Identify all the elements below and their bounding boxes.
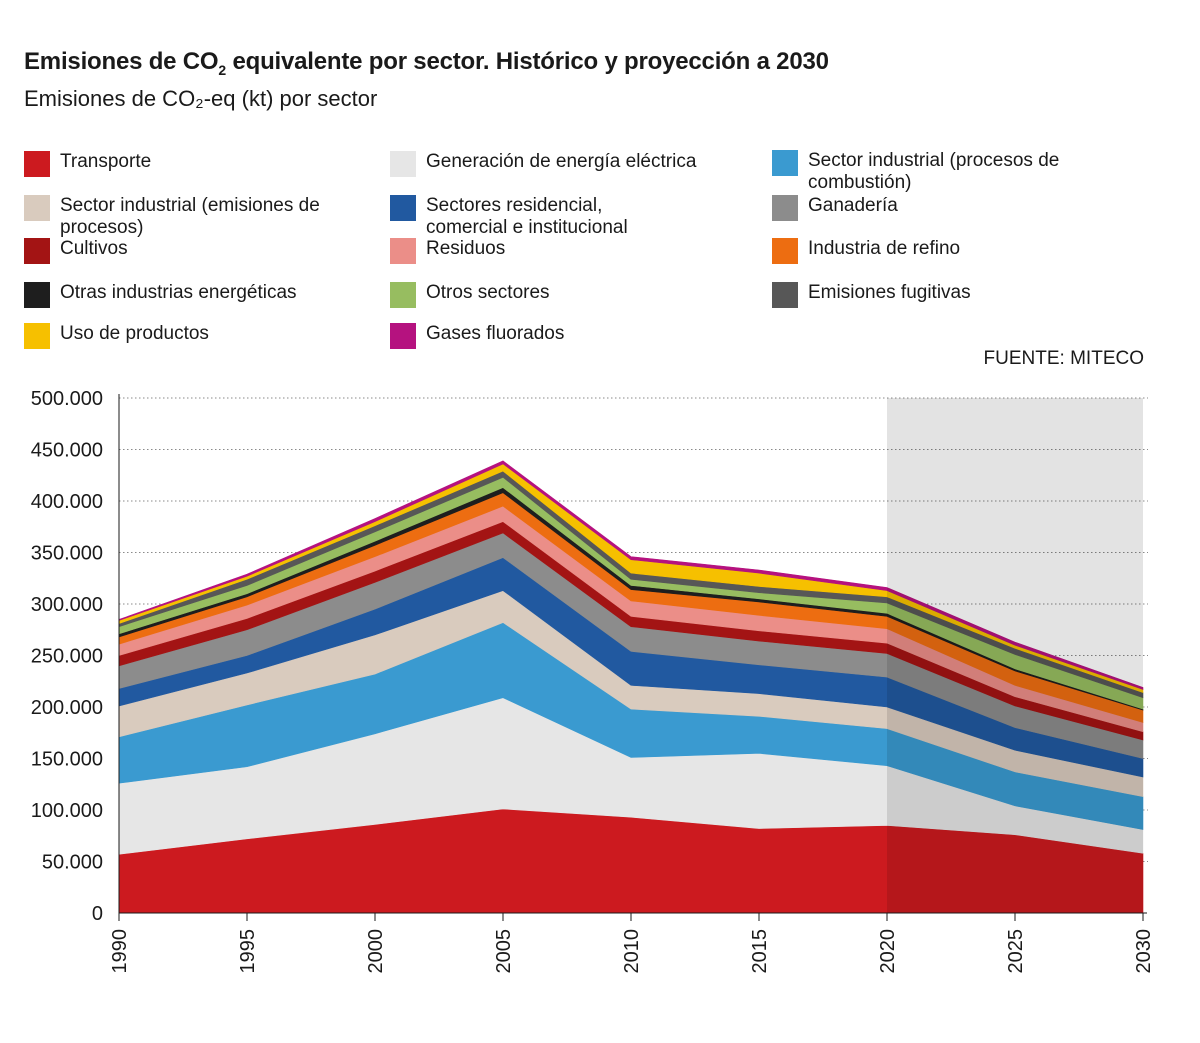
legend-swatch [24, 195, 50, 221]
area-series [118, 460, 1144, 914]
x-tick-label: 2000 [365, 929, 387, 974]
area-gases-fluorados [118, 460, 1144, 690]
legend-swatch [390, 238, 416, 264]
legend-item-cultivos: Cultivos [24, 238, 128, 264]
legend-swatch [772, 282, 798, 308]
legend-label: Generación de energía eléctrica [426, 151, 697, 172]
source-note: FUENTE: MITECO [983, 348, 1144, 369]
legend-item-residencial: Sectores residencial, comercial e instit… [390, 195, 666, 239]
legend-label: Uso de productos [60, 323, 209, 344]
x-tick-label: 2030 [1133, 929, 1155, 974]
legend-item-fugitivas: Emisiones fugitivas [772, 282, 971, 308]
legend-label: Emisiones fugitivas [808, 282, 971, 303]
legend-swatch [24, 151, 50, 177]
legend-label: Gases fluorados [426, 323, 565, 344]
legend-label: Sector industrial (procesos de combustió… [808, 150, 1060, 193]
legend-swatch [390, 323, 416, 349]
chart-title: Emisiones de CO2 equivalente por sector.… [24, 48, 829, 78]
y-tick-label: 150.000 [31, 749, 103, 771]
legend-label: Otras industrias energéticas [60, 282, 297, 303]
x-tick-label: 2025 [1005, 929, 1027, 974]
legend-swatch [390, 151, 416, 177]
legend-item-residuos: Residuos [390, 238, 505, 264]
axes: 0 50.000 100.000 150.000 200.000 250.000 300.0… [31, 388, 1155, 974]
x-tick-label: 2020 [877, 929, 899, 974]
x-tick-label: 2010 [621, 929, 643, 974]
legend-item-industrial-combustion: Sector industrial (procesos de combustió… [772, 150, 1068, 194]
y-tick-label: 250.000 [31, 646, 103, 668]
legend-swatch [24, 282, 50, 308]
chart-title-subscript: 2 [218, 61, 226, 78]
legend-label: Sector industrial (emisiones de procesos… [60, 195, 320, 238]
chart-legend: Transporte Generación de energía eléctri… [0, 0, 1200, 360]
chart-subtitle: Emisiones de CO₂-eq (kt) por sector [24, 86, 378, 111]
legend-item-industrial-procesos: Sector industrial (emisiones de procesos… [24, 195, 330, 239]
legend-swatch [24, 238, 50, 264]
y-tick-label: 300.000 [31, 594, 103, 616]
legend-swatch [390, 195, 416, 221]
legend-item-uso-productos: Uso de productos [24, 323, 209, 349]
y-tick-label: 50.000 [42, 852, 103, 874]
legend-label: Otros sectores [426, 282, 550, 303]
legend-item-otras-energeticas: Otras industrias energéticas [24, 282, 297, 308]
y-tick-label: 0 [92, 903, 103, 925]
legend-item-gases-fluorados: Gases fluorados [390, 323, 564, 349]
y-tick-label: 500.000 [31, 388, 103, 410]
legend-label: Sectores residencial, comercial e instit… [426, 195, 628, 238]
legend-label: Transporte [60, 151, 152, 172]
legend-item-generacion-electrica: Generación de energía eléctrica [390, 151, 696, 177]
legend-label: Cultivos [60, 238, 128, 259]
legend-item-refino: Industria de refino [772, 238, 960, 264]
legend-label: Industria de refino [808, 238, 961, 259]
legend-label: Residuos [426, 238, 506, 259]
legend-swatch [772, 150, 798, 176]
legend-label: Ganadería [808, 195, 898, 216]
y-tick-label: 200.000 [31, 697, 103, 719]
y-tick-label: 350.000 [31, 543, 103, 565]
legend-swatch [772, 195, 798, 221]
projection-shade [887, 398, 1143, 913]
legend-swatch [390, 282, 416, 308]
y-tick-label: 100.000 [31, 800, 103, 822]
legend-swatch [772, 238, 798, 264]
legend-item-otros-sectores: Otros sectores [390, 282, 550, 308]
legend-swatch [24, 323, 50, 349]
legend-item-ganaderia: Ganadería [772, 195, 898, 221]
chart-title-main: Emisiones de CO [24, 48, 219, 75]
x-tick-label: 1995 [237, 929, 259, 974]
y-tick-label: 400.000 [31, 491, 103, 513]
legend-item-transporte: Transporte [24, 151, 151, 177]
x-tick-label: 2015 [749, 929, 771, 974]
y-tick-label: 450.000 [31, 440, 103, 462]
x-tick-label: 2005 [493, 929, 515, 974]
x-tick-label: 1990 [109, 929, 131, 974]
chart-title-rest: equivalente por sector. Histórico y proy… [226, 48, 829, 75]
